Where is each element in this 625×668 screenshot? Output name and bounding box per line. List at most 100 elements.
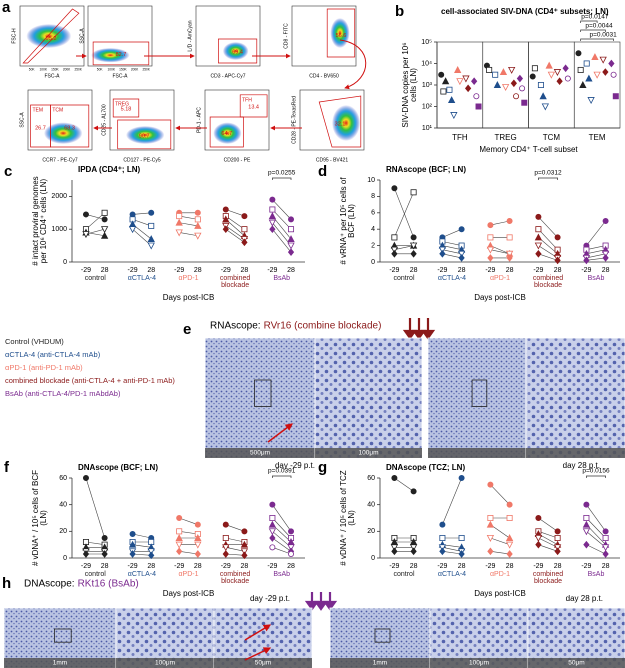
x-tick-label: -29 <box>267 563 277 570</box>
pair-line <box>225 228 245 243</box>
point <box>493 81 502 88</box>
point-pre <box>222 225 229 234</box>
group-label: control <box>393 571 415 578</box>
zoom-box <box>54 628 72 643</box>
flow-x-tick-label: 200K <box>63 67 71 71</box>
flow-gate <box>218 38 258 64</box>
y-tick-label: 8 <box>371 193 375 200</box>
point <box>516 74 524 83</box>
y-axis-label: # vDNA⁺ / 10⁵ cells of BCF (LN) <box>30 470 48 567</box>
pair-line <box>442 228 462 238</box>
x-tick-label: 28 <box>194 267 202 274</box>
point-pre <box>438 246 447 254</box>
scale-bar-label: 50μm <box>568 660 584 667</box>
flow-y-label: PD-1 - APC <box>196 107 202 133</box>
point <box>541 103 550 111</box>
point-post <box>241 213 248 220</box>
pair-line <box>272 209 292 230</box>
y-axis-label: SIV-DNA copies per 10⁶ cells (LN) <box>400 42 418 128</box>
panel-label: a <box>2 0 11 16</box>
pair-line <box>394 192 414 238</box>
flow-gate-name: TREG <box>115 102 129 108</box>
significance-bracket <box>586 475 606 478</box>
point <box>473 93 480 100</box>
pair-line <box>538 517 558 532</box>
flow-gate-name: TFH <box>242 98 252 104</box>
flow-y-label: L/D - AmCyan <box>187 20 193 51</box>
pair-line <box>586 253 606 259</box>
point <box>521 99 528 106</box>
y-axis-label: # intact proviral genomes per 10⁶ CD4⁺ c… <box>30 176 48 266</box>
signal-arrow <box>244 647 272 661</box>
x-tick-label: 28 <box>241 563 249 570</box>
point-post <box>240 540 249 548</box>
pair-line <box>225 547 245 552</box>
point-post <box>506 515 513 522</box>
point-pre <box>535 249 542 258</box>
flow-gate <box>318 95 362 148</box>
pair-line <box>538 544 558 552</box>
point <box>513 93 520 100</box>
scale-bar-label: 500μm <box>250 450 270 457</box>
flow-x-label: CD3 - APC-Cy7 <box>210 73 245 79</box>
micrograph-sample: RVr16 (combine blockade) <box>264 321 382 332</box>
point-pre <box>487 254 494 262</box>
zoom-box <box>254 379 272 407</box>
y-tick-label: 10³ <box>422 82 433 89</box>
flow-x-label: CD200 - PE <box>224 157 251 163</box>
point-post <box>101 535 108 542</box>
point-pre <box>222 535 229 542</box>
point-post <box>100 226 109 234</box>
x-tick-label: 28 <box>554 563 562 570</box>
point <box>446 86 453 93</box>
x-tick-label: -29 <box>221 267 231 274</box>
flow-density <box>26 24 72 48</box>
micrograph-image <box>314 337 423 459</box>
point-pre <box>486 535 495 542</box>
point-post <box>505 534 514 541</box>
point-pre <box>82 474 89 481</box>
x-tick-label: 28 <box>147 267 155 274</box>
x-tick-label: -29 <box>533 563 543 570</box>
x-tick-label: -29 <box>267 267 277 274</box>
flow-gate-value: 32.1 <box>335 122 346 128</box>
point-pre <box>439 521 446 528</box>
y-tick-label: 10 <box>367 177 375 184</box>
point <box>577 66 584 73</box>
group-label: BsAb <box>587 571 605 578</box>
pair-line <box>538 228 558 250</box>
flow-gate <box>209 116 244 148</box>
point-post <box>194 541 202 549</box>
significance-bracket <box>272 475 292 478</box>
point <box>547 71 556 79</box>
point-post <box>194 534 202 541</box>
flow-x-tick-label: 50K <box>29 67 36 71</box>
flow-gate-value: 13.4 <box>248 104 259 110</box>
pair-line <box>225 215 245 230</box>
point-post <box>410 547 417 556</box>
p-value: p=0.0312 <box>534 170 562 177</box>
flow-density <box>222 42 249 60</box>
pair-line <box>538 531 558 539</box>
point <box>471 77 478 86</box>
pair-line <box>538 253 558 261</box>
y-tick-label: 0 <box>371 555 375 562</box>
y-tick-label: 40 <box>367 502 375 509</box>
flow-gate-value: 90.7 <box>139 133 150 139</box>
x-tick-label: 28 <box>602 563 610 570</box>
x-tick-label: 28 <box>287 267 295 274</box>
flow-gate <box>239 94 268 118</box>
pair-line <box>225 553 245 556</box>
point-pre <box>391 234 398 241</box>
point-post <box>241 551 248 560</box>
flow-gate <box>326 8 356 58</box>
point-pre <box>391 185 398 192</box>
point-pre <box>391 249 398 258</box>
point <box>486 66 493 73</box>
point-post <box>194 221 202 229</box>
group-label: αCTLA-4 <box>127 275 156 282</box>
flow-gate-value: 64.7 <box>221 131 232 137</box>
legend-entry: αCTLA-4 (anti-CTLA-4 mAb) <box>5 350 101 359</box>
point-pre <box>269 501 276 508</box>
point-pre <box>82 231 90 239</box>
